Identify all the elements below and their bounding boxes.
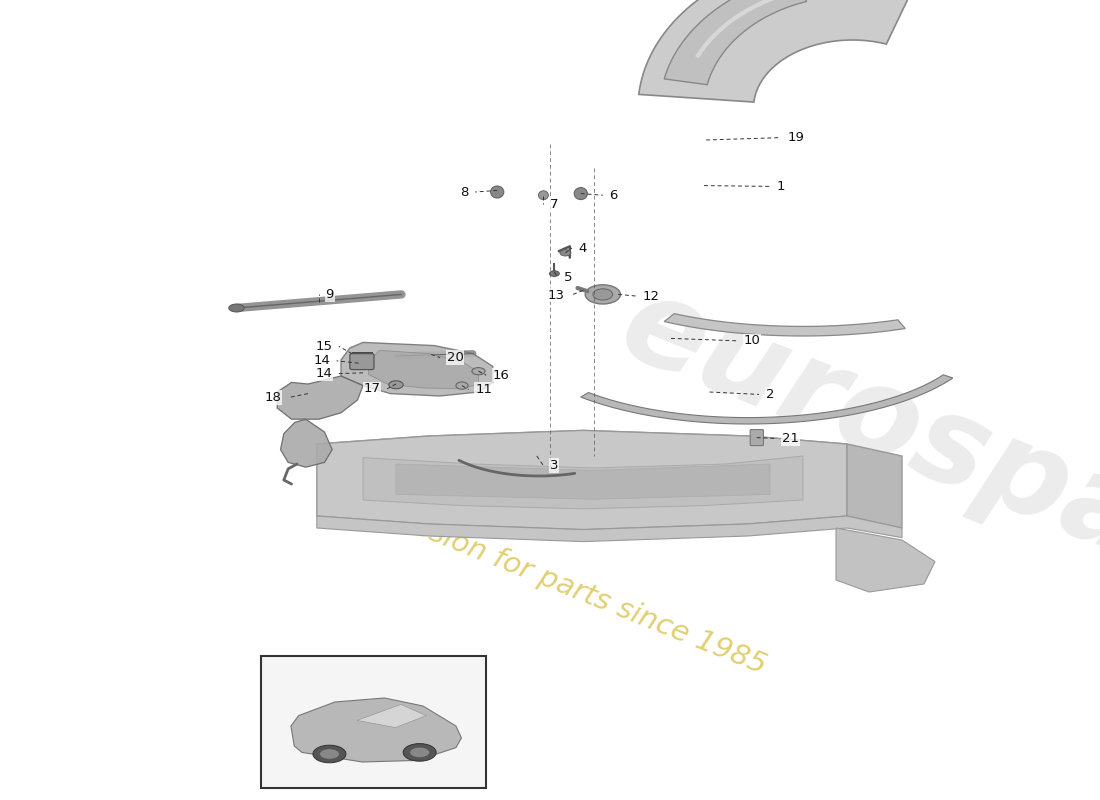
Text: 18: 18 [265, 391, 282, 404]
Text: 15: 15 [316, 340, 332, 353]
Text: 10: 10 [744, 334, 760, 347]
Ellipse shape [549, 270, 560, 276]
Text: 9: 9 [326, 288, 334, 301]
Ellipse shape [538, 191, 548, 200]
Polygon shape [317, 430, 847, 530]
Ellipse shape [229, 304, 244, 312]
Polygon shape [356, 704, 426, 728]
Text: 2: 2 [766, 388, 774, 401]
Polygon shape [363, 456, 803, 509]
Ellipse shape [560, 250, 571, 256]
FancyBboxPatch shape [350, 354, 374, 370]
Polygon shape [290, 698, 462, 762]
Ellipse shape [389, 381, 403, 389]
Ellipse shape [585, 285, 620, 304]
Text: 21: 21 [782, 432, 799, 445]
Polygon shape [317, 430, 847, 472]
Text: 16: 16 [493, 369, 509, 382]
Text: 19: 19 [788, 131, 804, 144]
Text: 5: 5 [564, 271, 573, 284]
Text: 11: 11 [475, 383, 492, 396]
Ellipse shape [593, 289, 613, 300]
Ellipse shape [319, 749, 339, 759]
Polygon shape [639, 0, 926, 102]
Text: 12: 12 [642, 290, 659, 302]
Polygon shape [317, 516, 902, 542]
Text: eurospares: eurospares [605, 265, 1100, 663]
Text: 4: 4 [579, 242, 587, 254]
Ellipse shape [409, 747, 429, 758]
Polygon shape [277, 376, 363, 419]
Text: 14: 14 [314, 354, 330, 367]
Text: 17: 17 [364, 382, 381, 395]
Ellipse shape [403, 744, 436, 762]
Polygon shape [836, 528, 935, 592]
Ellipse shape [455, 382, 469, 390]
Polygon shape [280, 419, 332, 467]
Polygon shape [368, 350, 478, 389]
Ellipse shape [312, 746, 345, 763]
Text: 7: 7 [550, 198, 559, 210]
Polygon shape [396, 464, 770, 499]
Polygon shape [847, 444, 902, 528]
Polygon shape [581, 375, 953, 424]
Polygon shape [664, 0, 806, 85]
Polygon shape [664, 314, 905, 336]
Text: a passion for parts since 1985: a passion for parts since 1985 [352, 489, 770, 679]
Ellipse shape [472, 367, 485, 374]
Text: 20: 20 [447, 351, 463, 364]
Text: 8: 8 [460, 186, 469, 198]
Text: 1: 1 [777, 180, 785, 193]
Text: 6: 6 [609, 189, 618, 202]
Ellipse shape [574, 188, 587, 200]
Text: 13: 13 [548, 289, 564, 302]
Polygon shape [341, 342, 493, 396]
Text: 14: 14 [316, 367, 332, 380]
Text: 3: 3 [550, 459, 559, 472]
FancyBboxPatch shape [750, 430, 763, 446]
Ellipse shape [491, 186, 504, 198]
Bar [261, 656, 486, 788]
